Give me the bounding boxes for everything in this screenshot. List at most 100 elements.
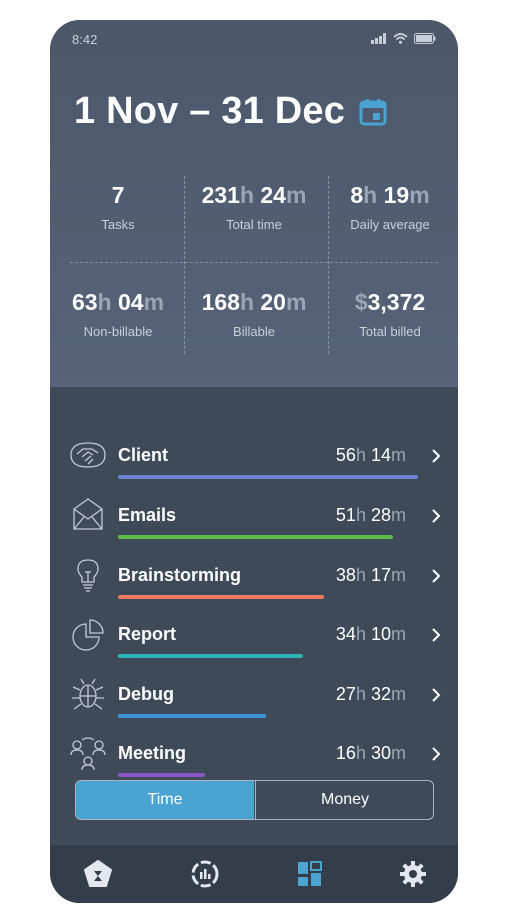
- date-range-header: 1 Nov – 31 Dec: [74, 90, 387, 133]
- stat-number: 04: [111, 289, 144, 315]
- duration-unit: m: [391, 743, 406, 763]
- category-bar: [118, 714, 266, 718]
- category-row-emails[interactable]: Emails 51h 28m: [50, 497, 458, 555]
- status-icons: [371, 33, 436, 44]
- category-duration: 51h 28m: [336, 505, 406, 526]
- duration-minutes: 28: [365, 505, 391, 525]
- stat-unit: $: [354, 289, 368, 315]
- stat-total-billed: $3,372 Total billed: [322, 289, 458, 339]
- duration-unit: m: [391, 624, 406, 644]
- stat-number: 168: [201, 289, 240, 315]
- duration-hours: 38: [335, 565, 356, 585]
- stat-value: 63h 04m: [50, 289, 186, 315]
- dashboard-grid-icon[interactable]: [295, 859, 325, 889]
- time-money-toggle: Time Money: [75, 780, 434, 820]
- chevron-right-icon[interactable]: [430, 745, 442, 763]
- stat-billable: 168h 20m Billable: [186, 289, 322, 339]
- duration-minutes: 10: [365, 624, 391, 644]
- date-range-title: 1 Nov – 31 Dec: [74, 90, 346, 132]
- stat-value: 8h 19m: [322, 182, 458, 208]
- stat-number: 8: [350, 182, 364, 208]
- category-row-report[interactable]: Report 34h 10m: [50, 616, 458, 674]
- duration-unit: m: [391, 565, 406, 585]
- gear-icon[interactable]: [398, 859, 428, 889]
- envelope-icon: [73, 498, 103, 530]
- stat-label: Total billed: [359, 324, 421, 339]
- category-duration: 56h 14m: [336, 445, 406, 466]
- stats-grid: 7 Tasks 231h 24m Total time 8h 19m Daily av…: [50, 170, 458, 360]
- stat-value: 231h 24m: [186, 182, 322, 208]
- category-row-debug[interactable]: Debug 27h 32m: [50, 676, 458, 734]
- stat-number: 7: [111, 182, 125, 208]
- wifi-icon: [393, 33, 408, 44]
- duration-minutes: 17: [365, 565, 391, 585]
- handshake-icon: [70, 442, 106, 468]
- hourglass-pentagon-icon[interactable]: [83, 859, 113, 889]
- stat-unit: h: [239, 182, 254, 208]
- bottom-nav: [50, 845, 458, 903]
- category-row-meeting[interactable]: Meeting 16h 30m: [50, 735, 458, 793]
- signal-icon: [371, 33, 386, 44]
- category-bar: [118, 654, 303, 658]
- category-name: Brainstorming: [118, 565, 242, 585]
- stat-unit: m: [143, 289, 165, 315]
- duration-hours: 27: [335, 684, 356, 704]
- chevron-right-icon[interactable]: [430, 507, 442, 525]
- stat-label: Daily average: [350, 217, 430, 232]
- category-row-brainstorming[interactable]: Brainstorming 38h 17m: [50, 557, 458, 615]
- stat-number: 24: [254, 182, 286, 208]
- stat-value: $3,372: [322, 289, 458, 315]
- duration-unit: m: [391, 684, 406, 704]
- duration-hours: 16: [335, 743, 356, 763]
- pie-chart-icon: [72, 619, 104, 651]
- category-name: Report: [118, 624, 176, 644]
- toggle-money-button[interactable]: Money: [255, 781, 433, 819]
- duration-unit: h: [355, 505, 366, 525]
- bug-icon: [72, 678, 104, 710]
- stat-unit: m: [409, 182, 430, 208]
- stat-tasks: 7 Tasks: [50, 182, 186, 232]
- category-bar: [118, 595, 324, 599]
- stat-label: Non-billable: [83, 324, 153, 339]
- report-circle-icon[interactable]: [190, 859, 220, 889]
- stat-daily-average: 8h 19m Daily average: [322, 182, 458, 232]
- divider-vertical: [328, 176, 329, 354]
- stat-non-billable: 63h 04m Non-billable: [50, 289, 186, 339]
- category-duration: 34h 10m: [336, 624, 406, 645]
- chevron-right-icon[interactable]: [430, 447, 442, 465]
- stat-value: 7: [50, 182, 186, 208]
- calendar-icon[interactable]: [359, 98, 387, 126]
- stat-number: 19: [377, 182, 410, 208]
- stat-number: 3,372: [367, 289, 426, 315]
- phone-screen: 8:42 1 Nov – 31 Dec 7 Tasks 231h 24m Total…: [50, 20, 458, 903]
- duration-hours: 34: [335, 624, 356, 644]
- stat-label: Billable: [233, 324, 275, 339]
- stat-number: 20: [254, 289, 286, 315]
- category-name: Client: [118, 445, 169, 465]
- duration-unit: h: [355, 445, 366, 465]
- chevron-right-icon[interactable]: [430, 686, 442, 704]
- stat-total-time: 231h 24m Total time: [186, 182, 322, 232]
- stat-unit: h: [239, 289, 254, 315]
- battery-icon: [414, 33, 436, 44]
- stat-unit: m: [285, 289, 307, 315]
- chevron-right-icon[interactable]: [430, 567, 442, 585]
- duration-unit: m: [391, 505, 406, 525]
- duration-unit: h: [355, 565, 366, 585]
- toggle-time-button[interactable]: Time: [76, 781, 254, 819]
- duration-minutes: 30: [365, 743, 391, 763]
- duration-hours: 56: [335, 445, 356, 465]
- category-row-client[interactable]: Client 56h 14m: [50, 437, 458, 495]
- divider-vertical: [184, 176, 185, 354]
- category-name: Meeting: [118, 743, 187, 763]
- category-bar: [118, 535, 393, 539]
- category-name: Emails: [118, 505, 177, 525]
- category-duration: 38h 17m: [336, 565, 406, 586]
- duration-minutes: 32: [365, 684, 391, 704]
- lightbulb-icon: [77, 559, 99, 592]
- duration-unit: h: [355, 684, 366, 704]
- chevron-right-icon[interactable]: [430, 626, 442, 644]
- stat-unit: m: [285, 182, 307, 208]
- category-bar: [118, 773, 205, 777]
- people-icon: [70, 737, 106, 771]
